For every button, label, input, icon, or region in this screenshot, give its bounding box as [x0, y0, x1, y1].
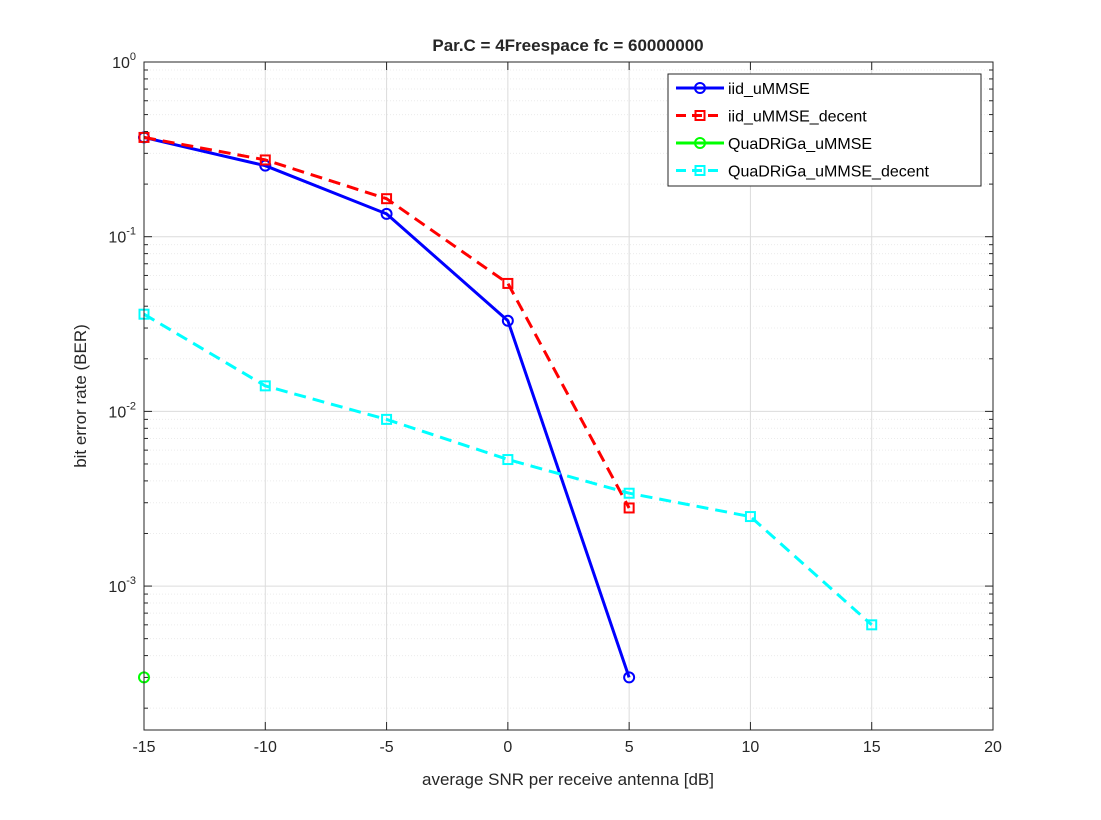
- x-tick-label: -10: [254, 739, 277, 756]
- chart-title: Par.C = 4Freespace fc = 60000000: [432, 36, 703, 55]
- legend-label: iid_uMMSE_decent: [728, 109, 867, 126]
- data-point-iid_uMMSE_decent-1: [259, 154, 271, 166]
- data-point-QuaDRiGa_uMMSE_decent-6: [866, 619, 878, 631]
- legend-marker: [694, 137, 706, 149]
- legend-box: [667, 73, 982, 187]
- legend-marker: [694, 165, 706, 176]
- series-line-iid_uMMSE: [143, 135, 631, 678]
- y-tick-label: 10-3: [108, 575, 136, 596]
- x-tick-labels: -15 -10 -5 0 5 10 15 20: [132, 739, 1002, 756]
- y-tick-labels: 10-3 10-2 10-1 100: [108, 51, 136, 596]
- x-axis-label: average SNR per receive antenna [dB]: [422, 770, 714, 789]
- y-tick-label: 100: [112, 51, 136, 72]
- x-tick-label: 10: [742, 739, 760, 756]
- legend-label: iid_uMMSE: [728, 81, 810, 98]
- series-line-iid_uMMSE_decent: [143, 135, 631, 509]
- x-tick-label: 0: [503, 739, 512, 756]
- legend-entry-QuaDRiGa_uMMSE: QuaDRiGa_uMMSE: [676, 136, 872, 153]
- grid: [143, 61, 994, 730]
- data-point-iid_uMMSE-4: [623, 671, 636, 684]
- legend-marker: [694, 82, 706, 94]
- data-point-QuaDRiGa_uMMSE_decent-1: [259, 380, 271, 392]
- legend-label: QuaDRiGa_uMMSE_decent: [728, 164, 930, 181]
- legend-entry-QuaDRiGa_uMMSE_decent: QuaDRiGa_uMMSE_decent: [676, 164, 930, 181]
- data-point-iid_uMMSE_decent-2: [381, 193, 393, 205]
- legend-label: QuaDRiGa_uMMSE: [728, 136, 872, 153]
- x-tick-label: -5: [379, 739, 393, 756]
- x-tick-label: 15: [863, 739, 881, 756]
- data-point-QuaDRiGa_uMMSE_decent-3: [502, 454, 514, 466]
- data-point-iid_uMMSE-2: [380, 207, 393, 220]
- legend-entry-iid_uMMSE_decent: iid_uMMSE_decent: [676, 109, 867, 126]
- series-layer: [138, 131, 878, 684]
- axes-box: [143, 61, 994, 731]
- x-tick-label: 5: [625, 739, 634, 756]
- series-line-QuaDRiGa_uMMSE_decent: [143, 312, 873, 626]
- data-point-iid_uMMSE_decent-3: [502, 277, 514, 289]
- ticks: [143, 61, 994, 730]
- data-point-iid_uMMSE-3: [501, 314, 514, 327]
- y-tick-label: 10-2: [108, 400, 136, 421]
- y-tick-label: 10-1: [108, 226, 136, 247]
- data-point-QuaDRiGa_uMMSE_decent-5: [744, 511, 756, 523]
- y-axis-label: bit error rate (BER): [71, 324, 90, 468]
- legend-entry-iid_uMMSE: iid_uMMSE: [676, 81, 810, 98]
- x-tick-label: 20: [984, 739, 1002, 756]
- legend: iid_uMMSE iid_uMMSE_decent QuaDRiGa_uMMSE Q…: [667, 73, 982, 187]
- data-point-QuaDRiGa_uMMSE_decent-2: [381, 413, 393, 425]
- data-point-QuaDRiGa_uMMSE_decent-4: [623, 487, 635, 499]
- x-tick-label: -15: [132, 739, 155, 756]
- series-iid_uMMSE_decent: [138, 131, 635, 514]
- data-point-iid_uMMSE_decent-4: [623, 502, 635, 514]
- legend-marker: [694, 110, 706, 121]
